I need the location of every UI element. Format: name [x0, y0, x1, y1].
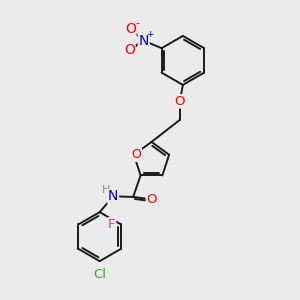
Text: +: + — [146, 30, 153, 39]
Text: H: H — [101, 185, 110, 195]
Text: O: O — [125, 22, 136, 36]
Text: O: O — [146, 193, 157, 206]
Text: Cl: Cl — [93, 268, 106, 281]
Text: F: F — [108, 218, 116, 231]
Text: O: O — [131, 148, 141, 161]
Text: -: - — [136, 18, 140, 28]
Text: O: O — [175, 95, 185, 108]
Text: N: N — [108, 189, 118, 203]
Text: O: O — [124, 43, 135, 57]
Text: N: N — [139, 34, 149, 48]
